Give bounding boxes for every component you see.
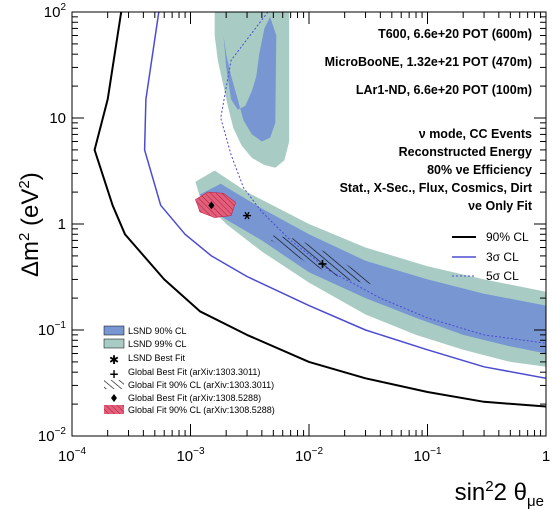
info-line-lar1nd: LAr1-ND, 6.6e+20 POT (100m) bbox=[356, 83, 532, 97]
y-tick-label: 10−2 bbox=[38, 426, 67, 445]
curve-5-cl bbox=[220, 12, 546, 344]
legend-lsnd99-swatch bbox=[103, 338, 125, 349]
marker-global-best-fit-arxiv-1303-3011 bbox=[318, 259, 327, 268]
info-block: T600, 6.6e+20 POT (600m) MicroBooNE, 1.3… bbox=[325, 27, 532, 97]
x-axis-title: sin22 θμe bbox=[455, 478, 544, 510]
region-lsnd-90-cl-high-m bbox=[223, 16, 277, 142]
legend-lsnd99-label: LSND 99% CL bbox=[128, 339, 187, 349]
y-tick-label: 1 bbox=[58, 216, 66, 233]
mode-line-cc-events: ν mode, CC Events bbox=[419, 127, 532, 141]
legend-global-fit-1303-label: Global Fit 90% CL (arXiv:1303.3011) bbox=[128, 380, 274, 390]
y-tick-label: 10−1 bbox=[38, 320, 67, 339]
marker-global-best-fit-arxiv-1308-5288 bbox=[208, 201, 215, 210]
legend-lsnd90-swatch bbox=[103, 325, 125, 336]
y-tick-label: 102 bbox=[44, 2, 67, 21]
legend-lsnd90-label: LSND 90% CL bbox=[128, 326, 187, 336]
legend-90cl-label: 90% CL bbox=[486, 230, 529, 244]
x-tick-label: 10−3 bbox=[176, 446, 205, 465]
region-lsnd-99-cl-high-m bbox=[214, 12, 290, 168]
info-line-t600: T600, 6.6e+20 POT (600m) bbox=[378, 27, 532, 41]
legend-global-bestfit-1308-marker bbox=[111, 394, 117, 402]
mode-line-fit: νe Only Fit bbox=[468, 199, 533, 213]
region-legend: LSND 90% CL LSND 99% CL ✱ LSND Best Fit … bbox=[103, 325, 275, 415]
line-legend: 90% CL 3σ CL 5σ CL bbox=[452, 230, 529, 283]
marker-lsnd-best-fit bbox=[243, 211, 252, 220]
region-lsnd-90-cl bbox=[199, 183, 546, 354]
curve-3-cl bbox=[143, 12, 546, 380]
y-axis-title: Δm2 (eV2) bbox=[16, 172, 44, 277]
curve-90-cl bbox=[93, 12, 546, 408]
x-tick-label: 1 bbox=[542, 448, 550, 465]
mode-line-systematics: Stat., X-Sec., Flux, Cosmics, Dirt bbox=[340, 181, 533, 195]
markers-layer bbox=[208, 201, 327, 268]
y-tick-label: 10 bbox=[49, 110, 66, 127]
legend-lsnd-bestfit-marker: ✱ bbox=[109, 353, 119, 367]
legend-global-fit-1308-swatch bbox=[104, 405, 124, 414]
legend-3sigma-label: 3σ CL bbox=[486, 250, 519, 264]
mode-block: ν mode, CC Events Reconstructed Energy 8… bbox=[340, 127, 533, 213]
legend-5sigma-label: 5σ CL bbox=[486, 269, 519, 283]
ticks-layer bbox=[71, 11, 547, 437]
legend-global-bestfit-1303-label: Global Best Fit (arXiv:1303.3011) bbox=[128, 367, 260, 377]
x-tick-label: 10−1 bbox=[413, 446, 442, 465]
region-global-fit-90-cl-arxiv-1303-3011 bbox=[271, 235, 372, 285]
legend-global-fit-1308-label: Global Fit 90% CL (arXiv:1308.5288) bbox=[128, 405, 275, 415]
x-tick-label: 10−2 bbox=[295, 446, 324, 465]
mode-line-efficiency: 80% νe Efficiency bbox=[427, 163, 532, 177]
info-line-microboone: MicroBooNE, 1.32e+21 POT (470m) bbox=[325, 55, 532, 69]
legend-global-fit-1303-swatch bbox=[104, 380, 124, 389]
legend-global-bestfit-1308-label: Global Best Fit (arXiv:1308.5288) bbox=[128, 393, 261, 403]
regions-layer bbox=[195, 12, 546, 367]
mode-line-reco-energy: Reconstructed Energy bbox=[399, 145, 532, 159]
region-global-fit-90-cl-arxiv-1308-5288 bbox=[195, 191, 236, 218]
legend-lsnd-bestfit-label: LSND Best Fit bbox=[128, 353, 186, 363]
x-tick-label: 10−4 bbox=[58, 446, 87, 465]
curves-layer bbox=[93, 12, 546, 408]
legend-global-bestfit-1303-marker: + bbox=[109, 367, 119, 381]
